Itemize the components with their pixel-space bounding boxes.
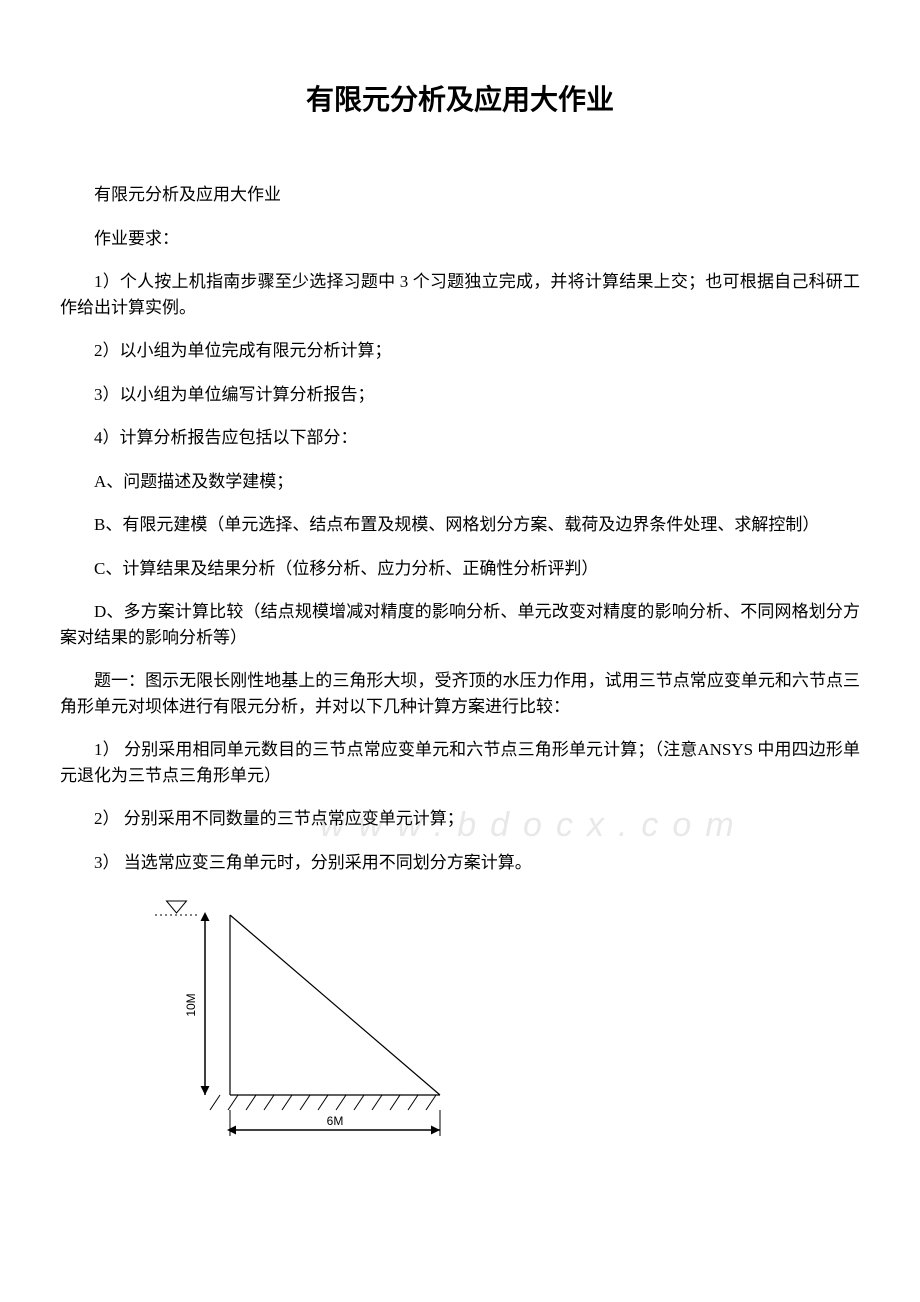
problem-1-2: 2） 分别采用不同数量的三节点常应变单元计算； xyxy=(60,806,860,832)
document-title: 有限元分析及应用大作业 xyxy=(60,80,860,122)
part-d: D、多方案计算比较（结点规模增减对精度的影响分析、单元改变对精度的影响分析、不同… xyxy=(60,599,860,650)
part-c: C、计算结果及结果分析（位移分析、应力分析、正确性分析评判） xyxy=(60,556,860,582)
dam-diagram: 10M 6M xyxy=(150,895,860,1163)
requirement-4: 4）计算分析报告应包括以下部分： xyxy=(60,425,860,451)
requirement-3: 3）以小组为单位编写计算分析报告； xyxy=(60,382,860,408)
part-b: B、有限元建模（单元选择、结点布置及规模、网格划分方案、载荷及边界条件处理、求解… xyxy=(60,512,860,538)
problem-1-1: 1） 分别采用相同单元数目的三节点常应变单元和六节点三角形单元计算；（注意ANS… xyxy=(60,737,860,788)
requirements-header: 作业要求： xyxy=(60,226,860,252)
requirement-1: 1）个人按上机指南步骤至少选择习题中 3 个习题独立完成，并将计算结果上交；也可… xyxy=(60,269,860,320)
part-a: A、问题描述及数学建模； xyxy=(60,469,860,495)
problem-1: 题一：图示无限长刚性地基上的三角形大坝，受齐顶的水压力作用，试用三节点常应变单元… xyxy=(60,668,860,719)
svg-text:10M: 10M xyxy=(184,993,198,1016)
subtitle-text: 有限元分析及应用大作业 xyxy=(60,182,860,208)
svg-text:6M: 6M xyxy=(327,1114,344,1128)
dam-diagram-svg: 10M 6M xyxy=(150,895,470,1155)
requirement-2: 2）以小组为单位完成有限元分析计算； xyxy=(60,338,860,364)
problem-1-3: 3） 当选常应变三角单元时，分别采用不同划分方案计算。 xyxy=(60,850,860,876)
document-wrapper: 有限元分析及应用大作业 有限元分析及应用大作业 作业要求： 1）个人按上机指南步… xyxy=(60,80,860,1163)
